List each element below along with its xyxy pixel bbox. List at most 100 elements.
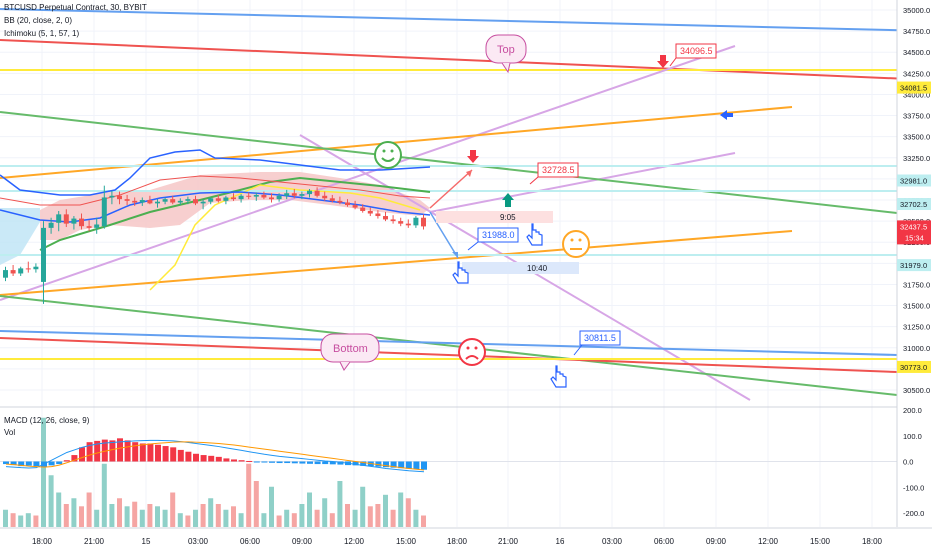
time-note-905: 9:05 bbox=[500, 213, 516, 222]
volume-bar bbox=[421, 515, 426, 527]
candle-body bbox=[79, 218, 84, 227]
price-note-34096: 34096.5 bbox=[680, 46, 713, 56]
candle-body bbox=[405, 223, 411, 226]
price-axis-tag-label: 32437.5 bbox=[900, 222, 927, 231]
time-tick-label: 06:00 bbox=[240, 537, 261, 546]
macd-histogram-bar bbox=[139, 443, 146, 462]
happy-face-icon-eye bbox=[390, 149, 394, 153]
happy-face-icon-eye bbox=[382, 149, 386, 153]
macd-tick-label: -200.0 bbox=[903, 509, 924, 518]
volume-bar bbox=[41, 417, 46, 527]
volume-bar bbox=[269, 486, 274, 527]
price-note-31988: 31988.0 bbox=[482, 230, 515, 240]
macd-histogram-bar bbox=[48, 461, 55, 466]
volume-bar bbox=[101, 463, 107, 527]
macd-histogram-bar bbox=[314, 461, 321, 465]
time-tick-label: 09:00 bbox=[706, 537, 727, 546]
candle-body bbox=[10, 270, 16, 274]
macd-histogram-bar bbox=[231, 459, 237, 462]
volume-bar bbox=[329, 513, 335, 527]
candle-body bbox=[253, 194, 259, 197]
candle-body bbox=[162, 199, 168, 202]
macd-histogram-bar bbox=[421, 461, 427, 470]
volume-bar bbox=[276, 515, 282, 527]
price-note-34096-box bbox=[675, 43, 717, 59]
macd-histogram-bar bbox=[299, 461, 306, 464]
macd-histogram-bar bbox=[337, 461, 344, 465]
pointer-hand-icon-shape bbox=[452, 261, 469, 284]
macd-histogram-bar bbox=[147, 443, 154, 462]
volume-bar bbox=[132, 501, 138, 527]
volume-bar bbox=[299, 504, 305, 527]
candle-body bbox=[299, 194, 305, 196]
price-axis-tag bbox=[897, 174, 931, 187]
macd-histogram-bar bbox=[3, 461, 9, 465]
candle-body bbox=[170, 199, 176, 203]
macd-histogram-bar bbox=[170, 447, 177, 462]
candle-body bbox=[200, 201, 206, 204]
volume-bar bbox=[360, 486, 366, 527]
volume-bar bbox=[345, 504, 350, 527]
time-tick-label: 15 bbox=[142, 537, 151, 546]
macd-histogram-bar bbox=[352, 461, 359, 466]
candle-body bbox=[367, 210, 373, 214]
price-tick-label: 34250.0 bbox=[903, 69, 930, 78]
candle-body bbox=[25, 268, 31, 270]
macd-histogram-bar bbox=[10, 461, 17, 466]
volume-bar bbox=[200, 504, 206, 527]
macd-tick-label: 0.0 bbox=[903, 458, 913, 467]
time-tick-label: 21:00 bbox=[498, 537, 519, 546]
candle-body bbox=[63, 214, 69, 224]
pointer-hand-icon bbox=[550, 365, 567, 388]
volume-bar bbox=[48, 475, 54, 527]
price-tick-label: 30500.0 bbox=[903, 386, 930, 395]
candle-body bbox=[155, 201, 160, 204]
candle-body bbox=[177, 200, 183, 203]
price-tick-label: 34750.0 bbox=[903, 27, 930, 36]
time-tick-label: 12:00 bbox=[344, 537, 365, 546]
neutral-face-icon bbox=[562, 230, 590, 258]
blue-trendline-bottom bbox=[0, 330, 898, 356]
bb-legend[interactable]: BB (20, close, 2, 0) bbox=[4, 16, 73, 25]
symbol-legend[interactable]: BTCUSD Perpetual Contract, 30, BYBIT bbox=[4, 3, 147, 12]
sad-face-icon-eye bbox=[466, 346, 470, 350]
volume-bar bbox=[193, 509, 198, 527]
macd-legend[interactable]: MACD (12, 26, close, 9) bbox=[4, 416, 90, 425]
candle-body bbox=[109, 195, 115, 198]
candle-body bbox=[215, 198, 221, 201]
candle-body bbox=[322, 195, 328, 199]
candle-body bbox=[33, 266, 39, 270]
volume-bar bbox=[71, 498, 77, 527]
candle-body bbox=[223, 197, 229, 201]
candle-body bbox=[261, 194, 267, 198]
macd-histogram-bar bbox=[177, 449, 184, 462]
macd-histogram-bar bbox=[109, 440, 116, 462]
time-tick-label: 15:00 bbox=[396, 537, 417, 546]
macd-histogram-bar bbox=[63, 460, 70, 462]
vol-legend[interactable]: Vol bbox=[4, 428, 16, 437]
time-note-box bbox=[436, 211, 553, 223]
candle-body bbox=[3, 270, 8, 278]
price-tick-label: 33500.0 bbox=[903, 133, 930, 142]
volume-bar bbox=[246, 463, 252, 527]
macd-histogram-bar bbox=[291, 461, 298, 464]
sad-face-icon-eye bbox=[474, 346, 478, 350]
projection-down-arrow bbox=[429, 211, 459, 259]
macd-histogram-bar bbox=[261, 461, 268, 463]
volume-bar bbox=[124, 506, 130, 527]
price-axis-tag bbox=[897, 360, 931, 373]
price-axis-tag-label: 30773.0 bbox=[900, 363, 927, 372]
candle-body bbox=[337, 200, 343, 203]
candle-body bbox=[238, 195, 244, 200]
volume-bar bbox=[375, 504, 381, 527]
volume-bar bbox=[405, 498, 411, 527]
pointer-hand-icon-shape bbox=[526, 223, 543, 246]
green-line-upper bbox=[0, 111, 898, 214]
price-axis-tag bbox=[897, 259, 931, 272]
volume-bar bbox=[307, 492, 312, 527]
ichimoku-legend[interactable]: Ichimoku (5, 1, 57, 1) bbox=[4, 29, 80, 38]
price-axis-tag-label: 32981.0 bbox=[900, 176, 927, 185]
volume-bar bbox=[215, 504, 221, 527]
candle-body bbox=[101, 197, 107, 227]
